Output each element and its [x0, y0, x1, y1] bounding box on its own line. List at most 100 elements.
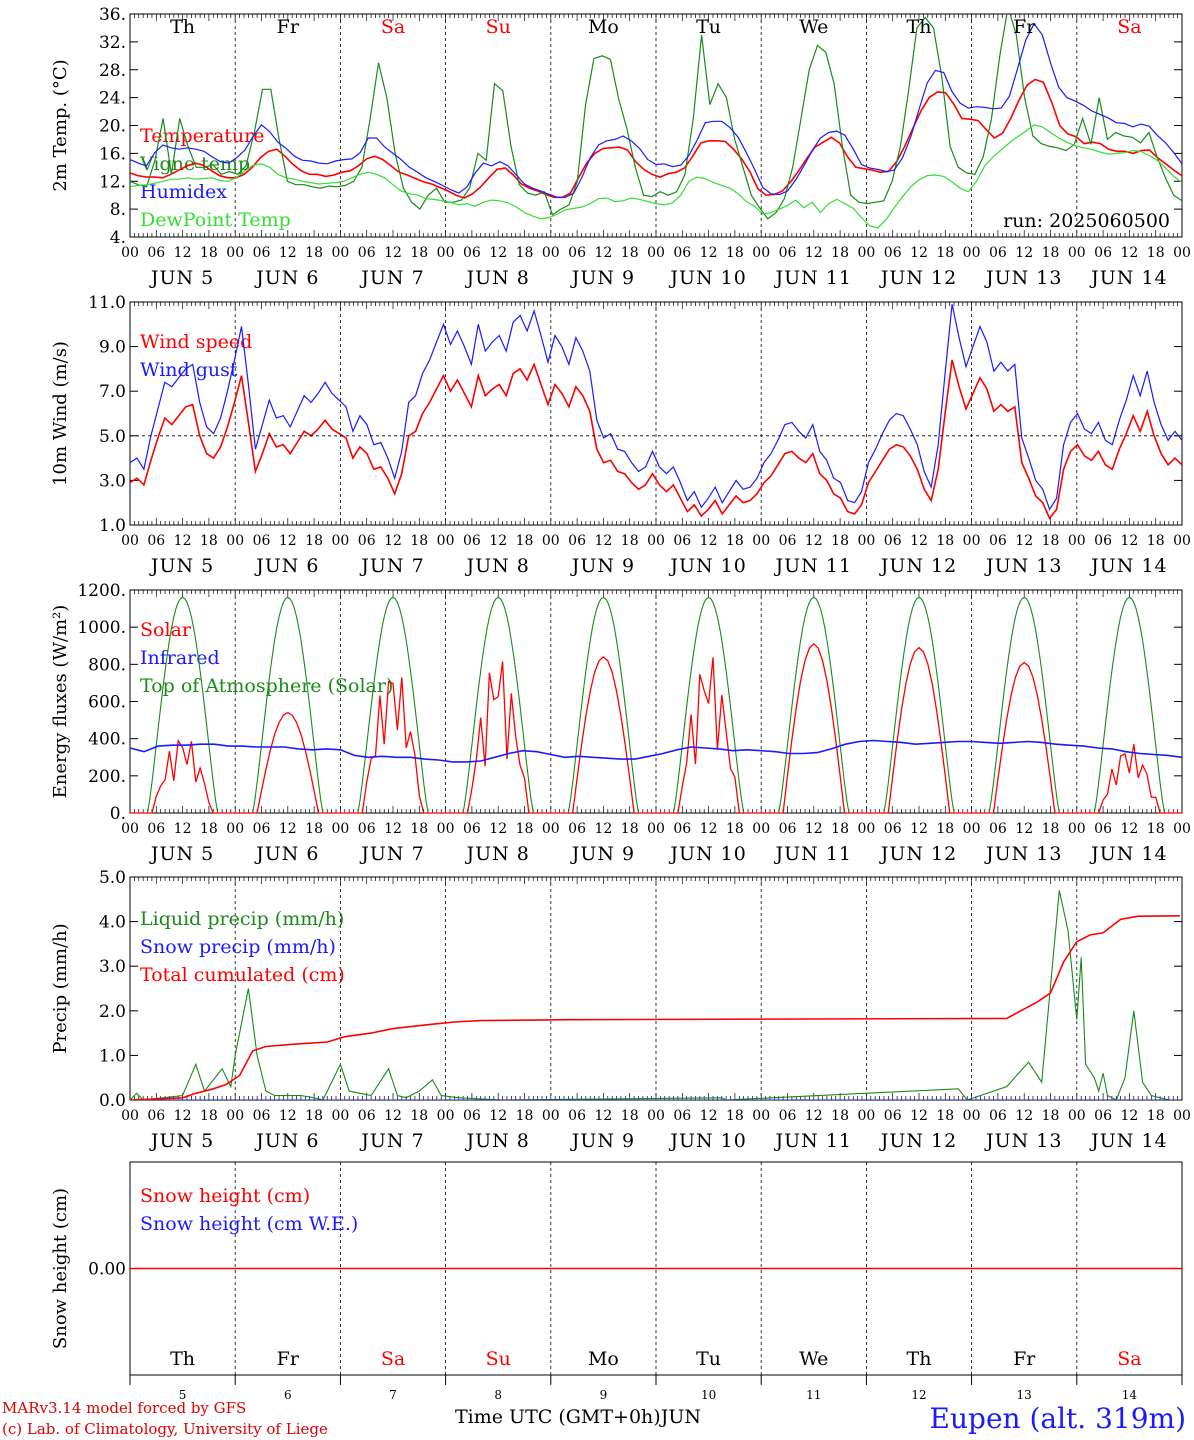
hour-label: 12	[805, 821, 823, 837]
hour-label: 06	[253, 1108, 271, 1124]
hour-label: 00	[963, 245, 981, 261]
day-name-label: Fr	[277, 16, 300, 38]
day-name-label: We	[799, 16, 828, 38]
y-tick-label: 1.0	[99, 1046, 126, 1066]
model-credit: MARv3.14 model forced by GFS	[2, 1399, 247, 1417]
hour-label: 06	[147, 821, 165, 837]
hour-label: 12	[279, 245, 297, 261]
hour-label: 00	[121, 245, 139, 261]
hour-label: 06	[147, 1108, 165, 1124]
day-name-label: Sa	[381, 1348, 405, 1370]
legend-entry: Snow height (cm W.E.)	[140, 1213, 358, 1235]
hour-label: 18	[410, 245, 428, 261]
y-tick-label: 200.	[88, 767, 126, 787]
hour-label: 06	[884, 245, 902, 261]
hour-label: 00	[752, 533, 770, 549]
hour-label: 12	[384, 533, 402, 549]
legend-entry: Total cumulated (cm)	[140, 964, 345, 986]
date-label: JUN 12	[879, 267, 957, 289]
hour-label: 00	[1173, 821, 1191, 837]
legend-entry: Wind gust	[140, 359, 238, 381]
hour-label: 18	[410, 821, 428, 837]
date-label: JUN 10	[668, 843, 746, 865]
hour-label: 18	[200, 245, 218, 261]
run-label: run: 2025060500	[1003, 210, 1170, 232]
hour-label: 00	[1173, 245, 1191, 261]
hour-label: 06	[147, 245, 165, 261]
day-name-label: Fr	[277, 1348, 300, 1370]
hour-label: 18	[200, 533, 218, 549]
hour-label: 12	[174, 821, 192, 837]
legend-entry: Liquid precip (mm/h)	[140, 908, 344, 930]
day-name-label: Th	[907, 16, 932, 38]
hour-label: 00	[963, 1108, 981, 1124]
series-line	[129, 739, 1183, 763]
hour-label: 12	[910, 1108, 928, 1124]
legend-entry: Snow height (cm)	[140, 1185, 310, 1207]
hour-label: 00	[752, 245, 770, 261]
hour-label: 00	[647, 533, 665, 549]
y-tick-label: 24.	[99, 89, 126, 109]
hour-label: 00	[1173, 533, 1191, 549]
day-number-label: 10	[701, 1388, 716, 1402]
day-name-label: Tu	[696, 16, 721, 38]
y-tick-label: 3.0	[99, 957, 126, 977]
hour-label: 06	[358, 533, 376, 549]
date-label: JUN 10	[668, 267, 746, 289]
hour-label: 18	[1042, 245, 1060, 261]
hour-label: 06	[1094, 1108, 1112, 1124]
hour-label: 00	[647, 821, 665, 837]
hour-label: 00	[437, 821, 455, 837]
hour-label: 06	[253, 821, 271, 837]
day-name-label: Sa	[1117, 16, 1141, 38]
date-label: JUN 8	[465, 843, 530, 865]
panel-4: 0.0 1.0 2.0 3.0 4.0 5.0 Precip (mm/h) 00 06 12 18 J…	[50, 868, 1191, 1152]
hour-label: 06	[989, 533, 1007, 549]
day-name-label: Su	[486, 16, 511, 38]
day-number-label: 9	[600, 1388, 608, 1402]
hour-label: 06	[568, 533, 586, 549]
date-label: JUN 6	[254, 267, 319, 289]
hour-label: 06	[253, 533, 271, 549]
series-line	[130, 890, 1180, 1100]
y-axis-label: 10m Wind (m/s)	[50, 341, 71, 486]
date-label: JUN 7	[359, 555, 424, 577]
hour-label: 12	[910, 533, 928, 549]
hour-label: 06	[568, 821, 586, 837]
date-label: JUN 5	[149, 843, 214, 865]
y-tick-label: 16.	[99, 144, 126, 164]
day-name-label: Fr	[1013, 1348, 1036, 1370]
date-label: JUN 13	[984, 843, 1062, 865]
panel-5: 0.00 Snow height (cm) Snow height (cm) Snow…	[50, 1161, 1183, 1402]
hour-label: 18	[621, 1108, 639, 1124]
date-label: JUN 8	[465, 1130, 530, 1152]
panel-2: 1.0 3.0 5.0 7.0 9.0 11.0 10m Wind (m/s) 00 06 12 1…	[50, 293, 1191, 577]
series-line	[130, 14, 1182, 220]
hour-label: 18	[1042, 533, 1060, 549]
date-label: JUN 6	[254, 843, 319, 865]
hour-label: 18	[936, 533, 954, 549]
hour-label: 00	[963, 533, 981, 549]
hour-label: 12	[489, 821, 507, 837]
hour-label: 18	[831, 245, 849, 261]
legend-entry: Snow precip (mm/h)	[140, 936, 336, 958]
hour-label: 12	[805, 533, 823, 549]
hour-label: 18	[831, 1108, 849, 1124]
day-number-label: 6	[284, 1388, 292, 1402]
hour-label: 00	[542, 1108, 560, 1124]
hour-label: 12	[279, 1108, 297, 1124]
hour-label: 12	[279, 533, 297, 549]
hour-label: 18	[726, 533, 744, 549]
hour-label: 12	[279, 821, 297, 837]
hour-label: 06	[147, 533, 165, 549]
date-label: JUN 11	[774, 843, 852, 865]
x-axis-title-text: Time UTC (GMT+0h)	[455, 1406, 661, 1428]
y-axis-label: Precip (mm/h)	[50, 923, 71, 1053]
hour-label: 06	[463, 533, 481, 549]
hour-label: 18	[410, 1108, 428, 1124]
y-axis-label: Energy fluxes (W/m²)	[50, 605, 71, 799]
hour-label: 00	[331, 821, 349, 837]
location-label: Eupen (alt. 319m)	[929, 1402, 1186, 1435]
date-label: JUN 7	[359, 267, 424, 289]
hour-label: 18	[831, 533, 849, 549]
